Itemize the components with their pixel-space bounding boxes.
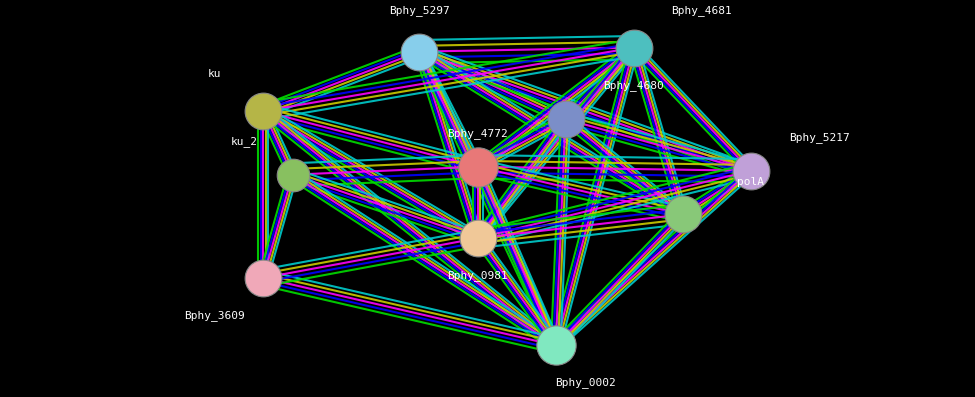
Point [626,44,642,51]
Point [675,211,690,218]
Text: Bphy_5297: Bphy_5297 [389,5,449,16]
Text: Bphy_4680: Bphy_4680 [604,81,664,91]
Point [470,235,486,241]
Text: Bphy_0981: Bphy_0981 [448,270,508,281]
Point [548,342,564,349]
Text: Bphy_4681: Bphy_4681 [672,5,732,16]
Text: ku_2: ku_2 [230,136,257,147]
Text: polA: polA [737,177,764,187]
Point [743,168,759,174]
Point [255,275,271,281]
Text: Bphy_3609: Bphy_3609 [184,310,245,320]
Text: Bphy_0002: Bphy_0002 [555,377,615,388]
Point [470,164,486,170]
Point [255,108,271,114]
Text: Bphy_4772: Bphy_4772 [448,128,508,139]
Point [558,116,573,122]
Text: ku: ku [208,69,221,79]
Point [285,172,300,178]
Text: Bphy_5217: Bphy_5217 [789,132,849,143]
Point [411,48,427,55]
